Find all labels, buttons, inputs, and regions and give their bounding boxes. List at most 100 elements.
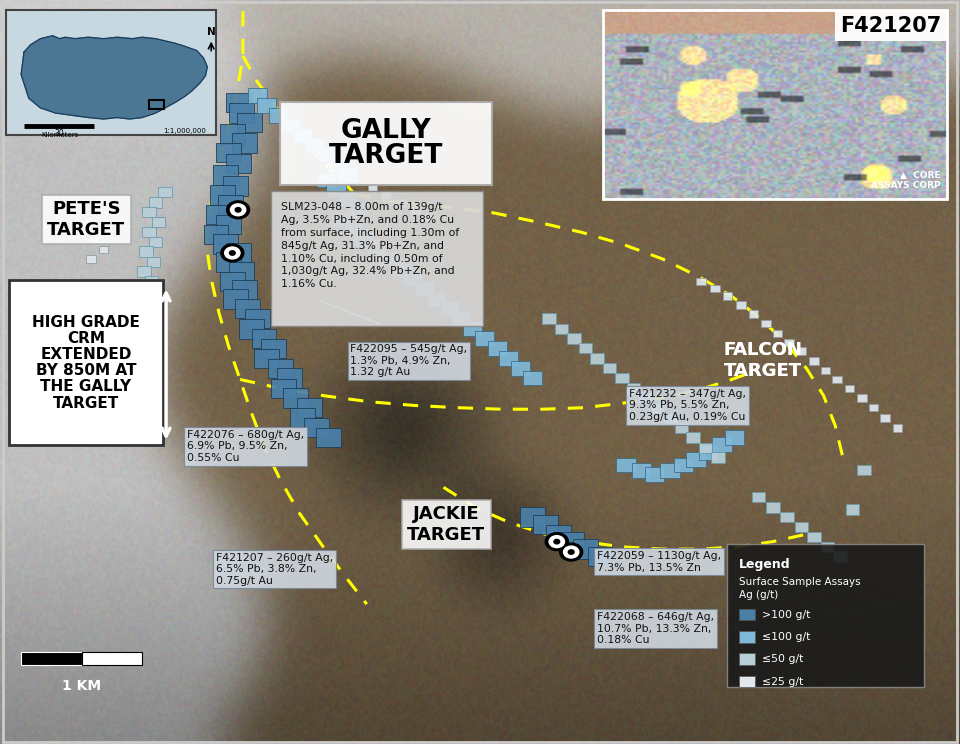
Bar	[338, 167, 357, 182]
Bar	[290, 408, 315, 428]
Bar	[139, 246, 153, 257]
Bar	[149, 100, 164, 109]
Bar	[773, 330, 782, 337]
Bar	[795, 522, 808, 532]
Bar	[520, 507, 545, 527]
Bar	[355, 232, 374, 247]
Bar	[137, 266, 151, 277]
Text: JACKIE
TARGET: JACKIE TARGET	[407, 505, 486, 544]
Bar	[675, 423, 688, 433]
Text: F422076 – 680g/t Ag,
6.9% Pb, 9.5% Zn,
0.55% Cu: F422076 – 680g/t Ag, 6.9% Pb, 9.5% Zn, 0…	[187, 430, 304, 463]
Text: F421232 – 347g/t Ag,
9.3% Pb, 5.5% Zn,
0.23g/t Au, 0.19% Cu: F421232 – 347g/t Ag, 9.3% Pb, 5.5% Zn, 0…	[629, 389, 746, 422]
Bar	[297, 398, 322, 417]
Bar	[149, 237, 162, 247]
Bar	[739, 653, 755, 665]
Bar	[686, 452, 706, 467]
Bar	[832, 376, 842, 383]
Text: FALCON
TARGET: FALCON TARGET	[724, 341, 803, 380]
Bar	[588, 547, 612, 566]
Bar	[392, 262, 411, 277]
Bar	[403, 272, 422, 286]
Bar	[499, 351, 518, 366]
Bar	[372, 249, 386, 260]
Bar	[780, 512, 794, 522]
Bar	[21, 652, 82, 665]
Bar	[152, 217, 165, 227]
Text: Surface Sample Assays
Ag (g/t): Surface Sample Assays Ag (g/t)	[739, 577, 861, 600]
Bar	[766, 502, 780, 513]
Bar	[511, 361, 530, 376]
Text: ≤25 g/t: ≤25 g/t	[762, 676, 804, 687]
Bar	[317, 173, 336, 187]
Bar	[283, 388, 308, 408]
Bar	[696, 278, 706, 285]
Bar	[145, 276, 158, 286]
Bar	[338, 192, 357, 207]
Bar	[663, 413, 677, 423]
Bar	[451, 311, 470, 326]
Circle shape	[568, 550, 574, 554]
Bar	[542, 313, 556, 324]
Bar	[158, 187, 172, 197]
Bar	[248, 88, 267, 103]
Text: N: N	[206, 28, 216, 37]
Bar	[269, 108, 288, 123]
FancyBboxPatch shape	[6, 10, 216, 135]
Bar	[807, 532, 821, 542]
Bar	[869, 404, 878, 411]
Circle shape	[235, 208, 241, 212]
Circle shape	[549, 536, 564, 548]
Circle shape	[545, 533, 568, 551]
Bar	[846, 504, 859, 515]
Bar	[326, 182, 346, 197]
Circle shape	[554, 539, 560, 544]
Bar	[304, 418, 329, 437]
Bar	[615, 373, 629, 383]
Circle shape	[225, 247, 240, 259]
Circle shape	[560, 543, 583, 561]
Bar	[239, 319, 264, 339]
Bar	[293, 128, 312, 143]
Text: HIGH GRADE
CRM
EXTENDED
BY 850M AT
THE GALLY
TARGET: HIGH GRADE CRM EXTENDED BY 850M AT THE G…	[32, 315, 140, 411]
Bar	[210, 185, 235, 205]
Text: F421207 – 260g/t Ag,
6.5% Pb, 3.8% Zn,
0.75g/t Au: F421207 – 260g/t Ag, 6.5% Pb, 3.8% Zn, 0…	[216, 553, 333, 586]
Text: GALLY
TARGET: GALLY TARGET	[329, 118, 444, 169]
Bar	[142, 227, 156, 237]
Bar	[475, 331, 494, 346]
Bar	[331, 212, 350, 227]
Bar	[348, 202, 367, 217]
Bar	[268, 359, 293, 378]
Bar	[220, 124, 245, 144]
Bar	[752, 492, 765, 502]
Text: >100 g/t: >100 g/t	[762, 609, 810, 620]
Bar	[809, 357, 819, 365]
Bar	[317, 147, 336, 162]
Bar	[216, 252, 241, 272]
Bar	[86, 255, 96, 263]
Bar	[353, 229, 367, 240]
Bar	[573, 539, 598, 559]
Bar	[736, 301, 746, 309]
Bar	[280, 118, 300, 132]
Text: F422059 – 1130g/t Ag,
7.3% Pb, 13.5% Zn: F422059 – 1130g/t Ag, 7.3% Pb, 13.5% Zn	[597, 551, 721, 573]
Bar	[206, 205, 231, 224]
Bar	[555, 324, 568, 334]
Bar	[660, 463, 680, 478]
Bar	[213, 234, 238, 254]
Bar	[749, 310, 758, 318]
Circle shape	[564, 546, 579, 558]
Bar	[603, 363, 616, 373]
Bar	[103, 225, 112, 233]
Bar	[833, 551, 847, 562]
Bar	[216, 143, 241, 162]
Bar	[367, 242, 386, 257]
Text: F422095 – 545g/t Ag,
1.3% Pb, 4.9% Zn,
1.32 g/t Au: F422095 – 545g/t Ag, 1.3% Pb, 4.9% Zn, 1…	[350, 344, 468, 377]
Circle shape	[230, 204, 246, 216]
Bar	[254, 349, 279, 368]
Bar	[344, 222, 363, 237]
Bar	[880, 414, 890, 422]
Bar	[761, 320, 771, 327]
Bar	[739, 609, 755, 620]
Bar	[89, 236, 99, 243]
Bar	[147, 257, 160, 267]
